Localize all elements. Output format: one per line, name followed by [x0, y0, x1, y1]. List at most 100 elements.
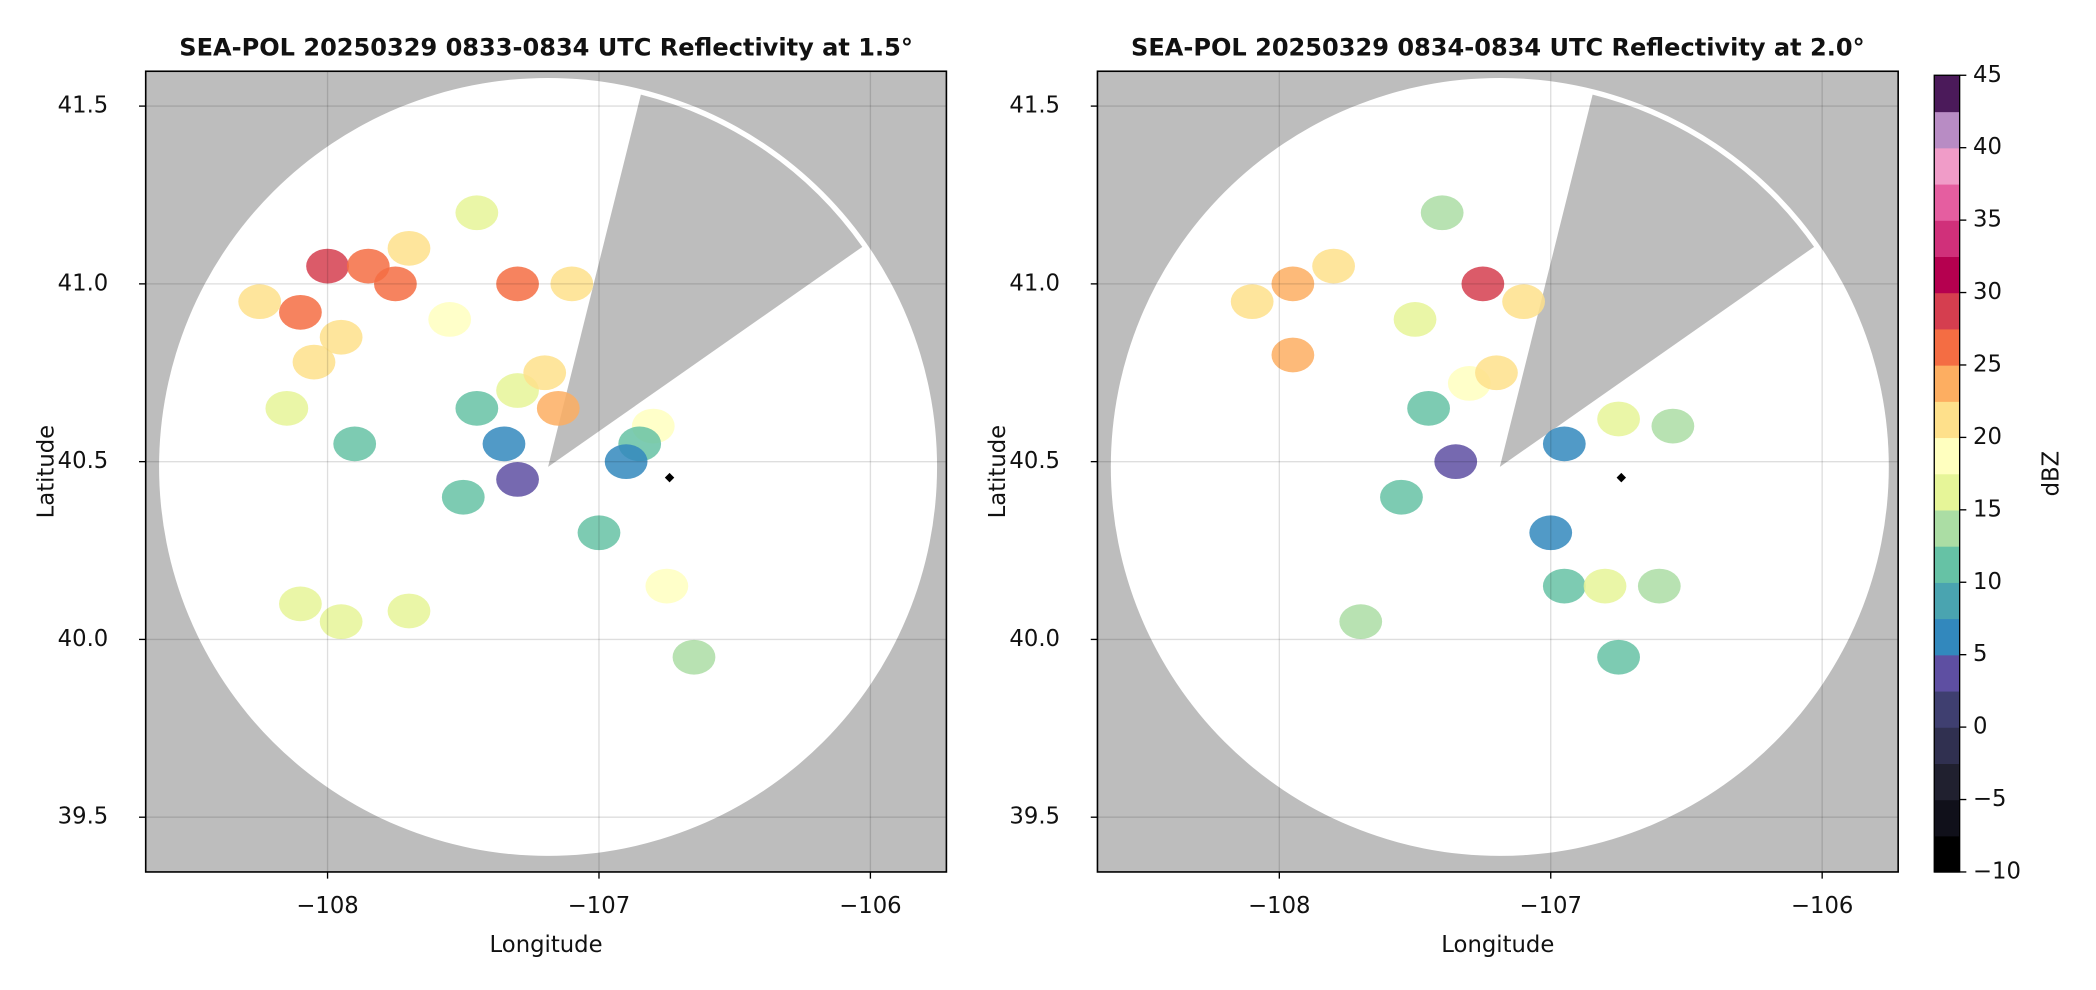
- echo-cell: [1542, 426, 1586, 462]
- colorbar-tick-label: 40: [1973, 134, 2002, 160]
- echo-cell: [441, 479, 485, 515]
- colorbar-tick-label: 45: [1973, 62, 2002, 88]
- echo-cell: [1597, 401, 1640, 437]
- x-axis-label: Longitude: [490, 932, 603, 958]
- colorbar-band: [1934, 401, 1960, 439]
- colorbar-tick-label: −5: [1973, 786, 2007, 812]
- x-tick-label: −108: [1248, 893, 1310, 919]
- site-marker: [664, 472, 675, 483]
- colorbar-band: [1934, 799, 1960, 837]
- colorbar-tick-label: 25: [1973, 351, 2002, 377]
- y-tick-label: 40.5: [1009, 448, 1060, 474]
- colorbar-band: [1934, 509, 1960, 547]
- colorbar-band: [1934, 292, 1960, 330]
- colorbar-band: [1934, 654, 1960, 692]
- echo-cell: [1637, 568, 1681, 604]
- y-tick-label: 41.5: [1009, 93, 1060, 119]
- echo-cell: [279, 294, 322, 330]
- echo-cell: [1651, 408, 1695, 444]
- echo-cell: [523, 355, 567, 391]
- plot-frame: [144, 70, 948, 873]
- echo-cell: [1312, 248, 1355, 284]
- colorbar-band: [1934, 582, 1960, 620]
- blocked-sector: [1499, 94, 1815, 467]
- colorbar-band: [1934, 763, 1960, 801]
- echo-cell: [1583, 568, 1627, 604]
- colorbar-band: [1934, 147, 1960, 185]
- colorbar-band: [1934, 328, 1960, 366]
- colorbar-tick-label: 5: [1973, 641, 1987, 667]
- echo-cell: [292, 344, 336, 380]
- colorbar-tick-label: 35: [1973, 207, 2002, 233]
- y-tick-label: 41.0: [1009, 270, 1060, 296]
- echo-cell: [306, 248, 349, 284]
- colorbar-tick-label: −10: [1973, 858, 2021, 884]
- echo-cell: [455, 390, 499, 426]
- echo-cell: [387, 230, 431, 266]
- echo-cell: [496, 266, 539, 302]
- plot-frame: [1096, 70, 1899, 873]
- echo-cell: [1271, 337, 1315, 373]
- x-axis-label: Longitude: [1441, 932, 1554, 958]
- echo-cell: [1380, 479, 1423, 515]
- colorbar-tick-label: 15: [1973, 496, 2002, 522]
- echo-cell: [1230, 284, 1274, 320]
- y-tick-label: 40.5: [58, 448, 109, 474]
- colorbar-label: dBZ: [2038, 451, 2064, 497]
- echo-cell: [1407, 390, 1450, 426]
- colorbar-band: [1934, 256, 1960, 294]
- echo-cell: [455, 195, 499, 231]
- y-tick-label: 39.5: [1009, 804, 1060, 830]
- echo-cell: [319, 319, 363, 355]
- echo-cell: [333, 426, 377, 462]
- echo-cell: [1393, 302, 1437, 337]
- colorbar-band: [1934, 473, 1960, 511]
- chart-title: SEA-POL 20250329 0834-0834 UTC Reflectiv…: [1131, 34, 1865, 62]
- echo-cell: [550, 266, 594, 302]
- echo-cell: [1271, 266, 1315, 302]
- echo-cell: [604, 444, 648, 480]
- colorbar-band: [1934, 690, 1960, 728]
- colorbar-tick-label: 0: [1973, 714, 1987, 740]
- colorbar-tick-label: 20: [1973, 424, 2002, 450]
- panel: −108 −107 −106 39.5 40.0 40.5 41.0 41.5 SEA-POL …: [33, 34, 948, 958]
- colorbar-band: [1934, 618, 1960, 656]
- colorbar-band: [1934, 546, 1960, 583]
- colorbar-band: [1934, 364, 1960, 402]
- x-tick-label: −106: [839, 893, 901, 919]
- echo-cell: [1542, 568, 1586, 604]
- x-tick-label: −108: [296, 893, 358, 919]
- panel: −108 −107 −106 39.5 40.0 40.5 41.0 41.5 SEA-POL …: [985, 34, 1899, 958]
- echo-cell: [1529, 515, 1573, 551]
- echo-cell: [279, 586, 322, 622]
- echo-cell: [387, 593, 431, 629]
- echo-cell: [1434, 444, 1478, 480]
- echo-cell: [238, 284, 282, 320]
- echo-cell: [645, 568, 689, 604]
- y-tick-label: 40.0: [1009, 626, 1060, 652]
- y-tick-label: 41.0: [58, 270, 109, 296]
- y-axis-label: Latitude: [985, 425, 1011, 519]
- echo-cell: [1502, 284, 1545, 320]
- echo-cell: [1475, 355, 1518, 391]
- y-tick-label: 41.5: [58, 93, 109, 119]
- echo-cell: [672, 639, 716, 675]
- blocked-sector: [548, 94, 863, 467]
- echo-cell: [1420, 195, 1464, 231]
- colorbar-band: [1934, 111, 1960, 149]
- echo-cell: [577, 515, 621, 551]
- echo-cell: [496, 462, 539, 497]
- colorbar-tick-label: 30: [1973, 279, 2002, 305]
- colorbar-band: [1934, 835, 1960, 873]
- colorbar-tick-label: 10: [1973, 569, 2002, 595]
- colorbar-band: [1934, 183, 1960, 221]
- echo-cell: [428, 302, 472, 337]
- echo-cell: [536, 390, 580, 426]
- echo-cell: [482, 426, 526, 462]
- colorbar-band: [1934, 220, 1960, 258]
- colorbar-band: [1934, 437, 1960, 475]
- echo-cell: [1597, 639, 1640, 675]
- chart-title: SEA-POL 20250329 0833-0834 UTC Reflectiv…: [179, 34, 913, 62]
- y-axis-label: Latitude: [33, 425, 59, 519]
